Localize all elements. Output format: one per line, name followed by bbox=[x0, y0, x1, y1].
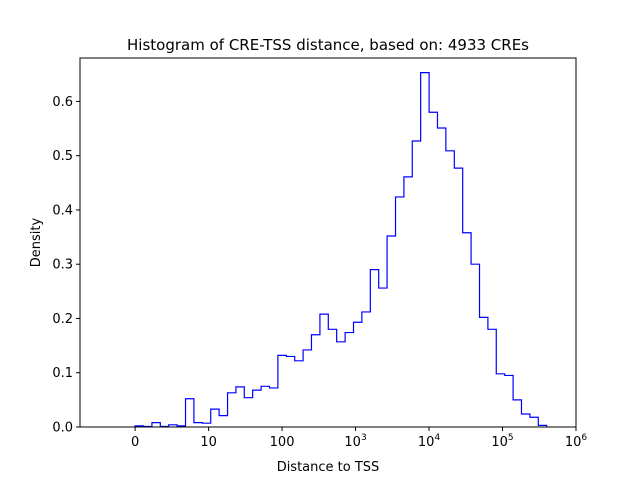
x-axis-label: Distance to TSS bbox=[277, 460, 380, 475]
histogram-step-line bbox=[134, 72, 548, 428]
x-tick-label: 105 bbox=[491, 433, 513, 450]
y-tick-label: 0.3 bbox=[52, 258, 73, 273]
y-tick-label: 0.4 bbox=[52, 203, 73, 218]
chart-title: Histogram of CRE-TSS distance, based on:… bbox=[127, 36, 529, 54]
y-tick-label: 0.6 bbox=[52, 95, 73, 110]
x-tick-label: 100 bbox=[270, 435, 295, 450]
x-tick-label: 106 bbox=[565, 433, 588, 450]
y-tick-label: 0.0 bbox=[52, 421, 73, 436]
x-tick-label: 104 bbox=[418, 433, 441, 450]
y-tick-label: 0.5 bbox=[52, 149, 73, 164]
y-axis-label: Density bbox=[29, 217, 44, 267]
plot-frame bbox=[79, 57, 577, 428]
x-tick-label: 10 bbox=[200, 435, 217, 450]
x-tick-label: 0 bbox=[131, 435, 139, 450]
x-tick-label: 103 bbox=[344, 433, 366, 450]
y-tick-label: 0.1 bbox=[52, 366, 73, 381]
y-tick-label: 0.2 bbox=[52, 312, 73, 327]
